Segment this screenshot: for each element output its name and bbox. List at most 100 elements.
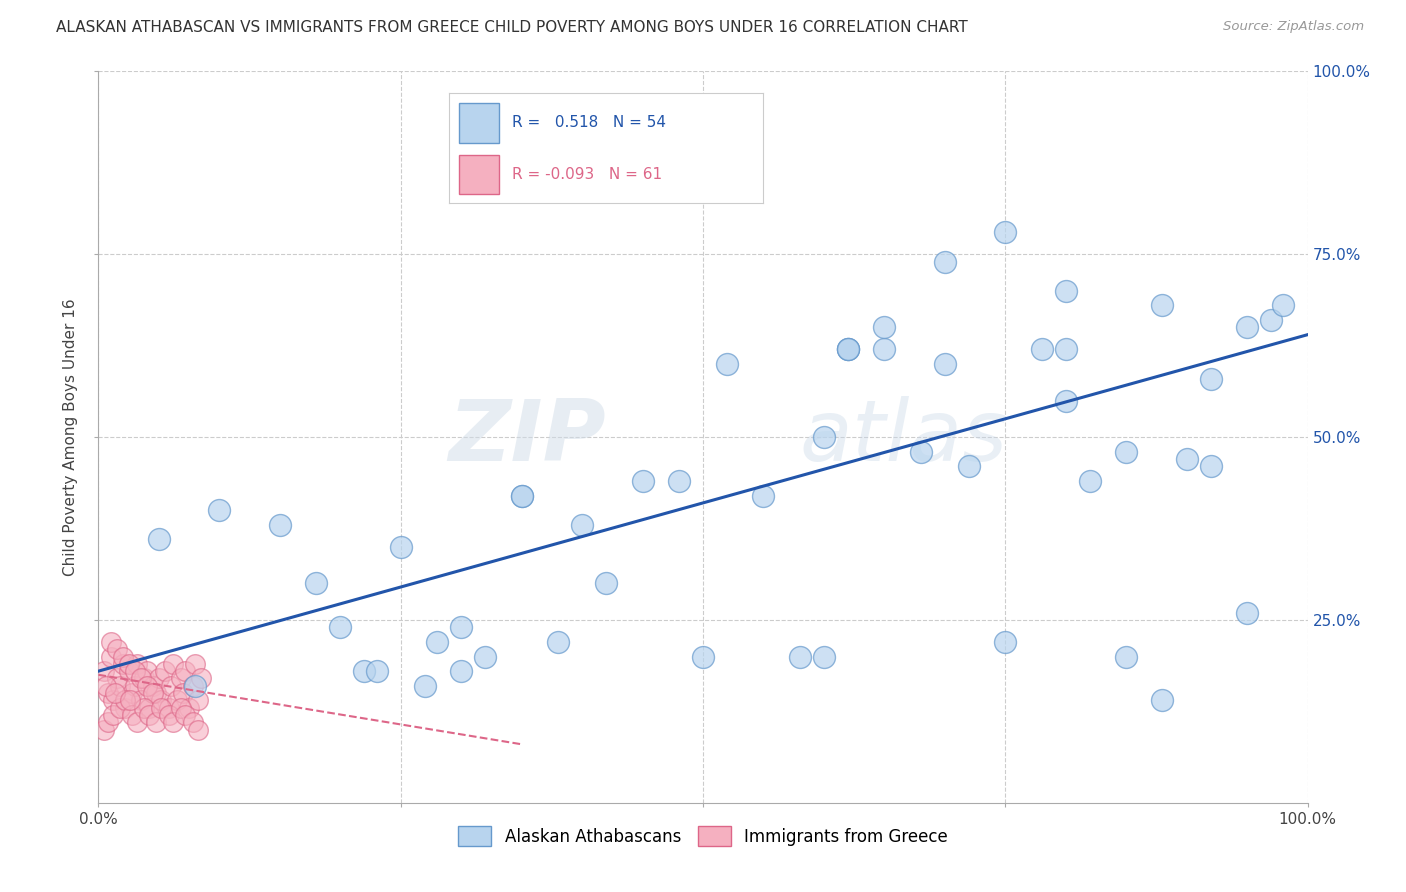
Point — [837, 343, 859, 357]
Point — [426, 635, 449, 649]
Point — [957, 459, 980, 474]
Point — [150, 693, 173, 707]
Point — [135, 679, 157, 693]
Point — [148, 672, 170, 686]
Point — [134, 672, 156, 686]
Point — [111, 649, 134, 664]
Point — [184, 679, 207, 693]
Point — [138, 708, 160, 723]
Point — [1260, 313, 1282, 327]
Point — [1175, 452, 1198, 467]
Point — [1152, 693, 1174, 707]
Point — [121, 708, 143, 723]
Point — [474, 649, 496, 664]
Point — [1115, 444, 1137, 458]
Point — [389, 540, 412, 554]
Point — [934, 254, 956, 268]
Point — [716, 357, 738, 371]
Point — [101, 708, 124, 723]
Point — [169, 672, 191, 686]
Text: Source: ZipAtlas.com: Source: ZipAtlas.com — [1223, 20, 1364, 33]
Point — [305, 576, 328, 591]
Point — [329, 620, 352, 634]
Point — [190, 672, 212, 686]
Point — [994, 225, 1017, 239]
Point — [142, 679, 165, 693]
Point — [174, 708, 197, 723]
Point — [1054, 284, 1077, 298]
Point — [174, 664, 197, 678]
Point — [162, 657, 184, 671]
Point — [873, 320, 896, 334]
Point — [789, 649, 811, 664]
Point — [571, 517, 593, 532]
Point — [1031, 343, 1053, 357]
Point — [121, 686, 143, 700]
Point — [1054, 393, 1077, 408]
Point — [138, 700, 160, 714]
Text: ZIP: ZIP — [449, 395, 606, 479]
Point — [692, 649, 714, 664]
Point — [181, 715, 204, 730]
Point — [97, 715, 120, 730]
Point — [100, 649, 122, 664]
Point — [450, 664, 472, 678]
Point — [104, 686, 127, 700]
Text: ALASKAN ATHABASCAN VS IMMIGRANTS FROM GREECE CHILD POVERTY AMONG BOYS UNDER 16 C: ALASKAN ATHABASCAN VS IMMIGRANTS FROM GR… — [56, 20, 967, 35]
Point — [162, 715, 184, 730]
Point — [160, 679, 183, 693]
Point — [1054, 343, 1077, 357]
Point — [134, 700, 156, 714]
Point — [1272, 298, 1295, 312]
Point — [873, 343, 896, 357]
Point — [142, 686, 165, 700]
Point — [118, 693, 141, 707]
Point — [127, 715, 149, 730]
Point — [631, 474, 654, 488]
Point — [187, 723, 209, 737]
Point — [813, 430, 835, 444]
Point — [166, 693, 188, 707]
Point — [93, 723, 115, 737]
Point — [114, 693, 136, 707]
Point — [153, 664, 176, 678]
Point — [101, 693, 124, 707]
Point — [1236, 606, 1258, 620]
Point — [1078, 474, 1101, 488]
Point — [1236, 320, 1258, 334]
Point — [994, 635, 1017, 649]
Point — [135, 664, 157, 678]
Point — [108, 700, 131, 714]
Point — [111, 657, 134, 671]
Point — [127, 657, 149, 671]
Point — [169, 700, 191, 714]
Point — [187, 693, 209, 707]
Point — [150, 700, 173, 714]
Point — [108, 679, 131, 693]
Point — [595, 576, 617, 591]
Point — [93, 664, 115, 678]
Point — [752, 489, 775, 503]
Point — [172, 686, 194, 700]
Point — [100, 635, 122, 649]
Point — [1199, 371, 1222, 385]
Point — [157, 708, 180, 723]
Point — [105, 672, 128, 686]
Point — [208, 503, 231, 517]
Point — [366, 664, 388, 678]
Point — [837, 343, 859, 357]
Point — [813, 649, 835, 664]
Point — [145, 715, 167, 730]
Point — [353, 664, 375, 678]
Point — [413, 679, 436, 693]
Point — [1199, 459, 1222, 474]
Point — [145, 686, 167, 700]
Legend: Alaskan Athabascans, Immigrants from Greece: Alaskan Athabascans, Immigrants from Gre… — [451, 820, 955, 853]
Point — [1152, 298, 1174, 312]
Point — [129, 693, 152, 707]
Point — [97, 686, 120, 700]
Point — [510, 489, 533, 503]
Point — [148, 533, 170, 547]
Point — [934, 357, 956, 371]
Point — [510, 489, 533, 503]
